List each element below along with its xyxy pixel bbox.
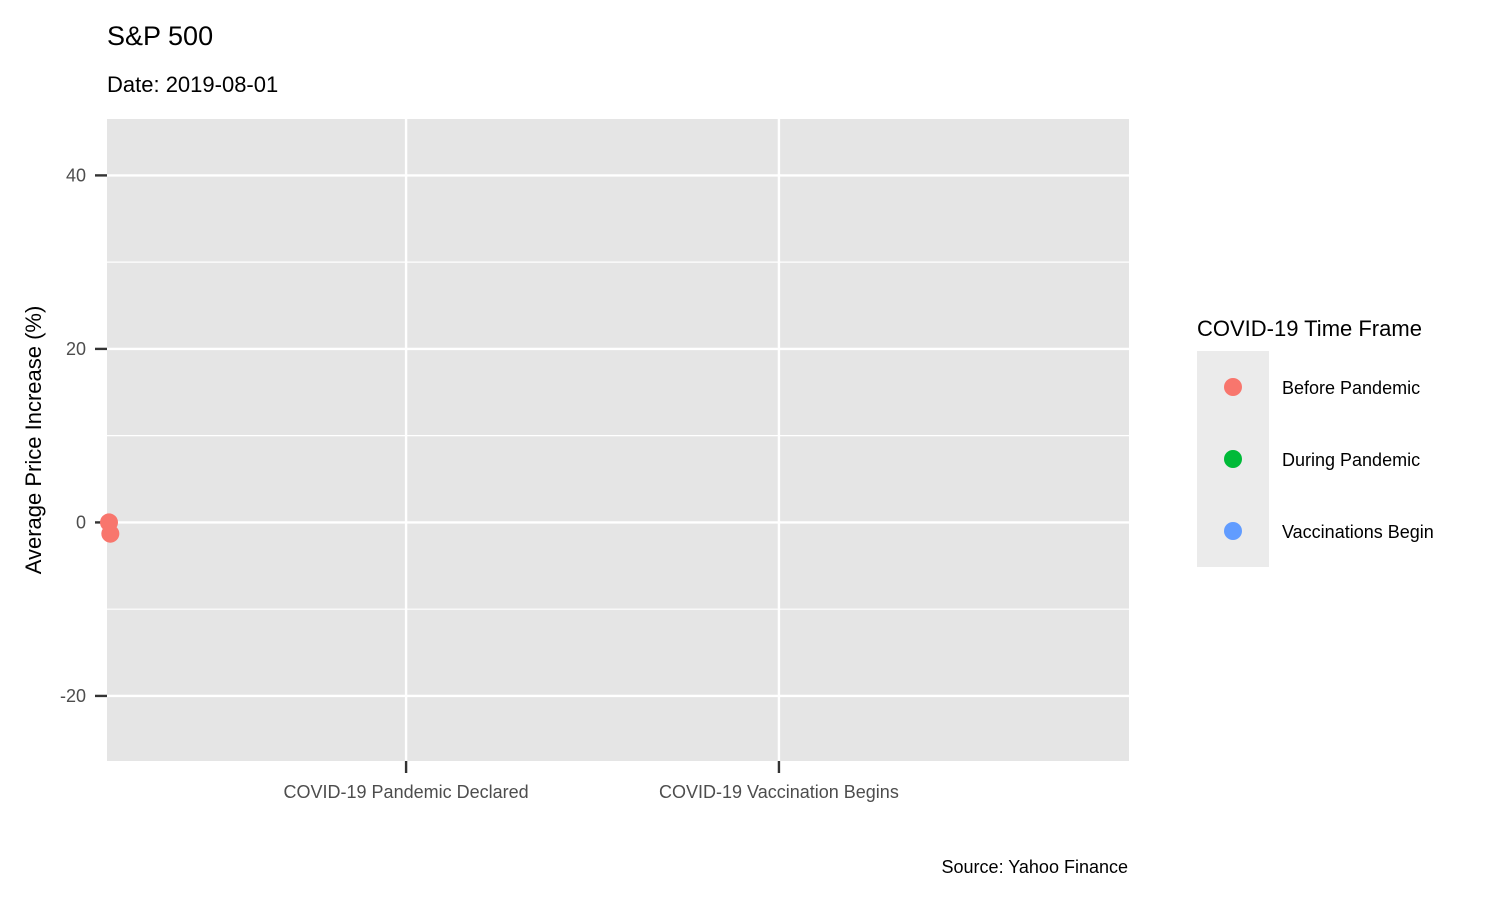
data-points — [100, 513, 120, 543]
y-tick-label: -20 — [60, 686, 86, 706]
plot-panel — [107, 119, 1129, 761]
legend-key-vaccinations-begin — [1224, 522, 1242, 540]
legend-key-before-pandemic — [1224, 378, 1242, 396]
x-axis: COVID-19 Pandemic Declared COVID-19 Vacci… — [284, 761, 899, 802]
chart-title: S&P 500 — [107, 21, 213, 51]
legend-label-before-pandemic: Before Pandemic — [1282, 378, 1420, 398]
grid-minor — [107, 261, 1129, 610]
grid-major — [107, 119, 1129, 761]
y-tick-label: 40 — [66, 165, 86, 185]
legend-label-during-pandemic: During Pandemic — [1282, 450, 1420, 470]
legend: COVID-19 Time Frame Before Pandemic Duri… — [1197, 316, 1434, 567]
y-axis-title: Average Price Increase (%) — [21, 306, 46, 575]
y-axis: -20 0 20 40 — [60, 165, 107, 706]
x-tick-label: COVID-19 Pandemic Declared — [284, 782, 529, 802]
legend-title: COVID-19 Time Frame — [1197, 316, 1422, 341]
chart-subtitle: Date: 2019-08-01 — [107, 72, 278, 97]
y-tick-label: 0 — [76, 512, 86, 532]
legend-key-during-pandemic — [1224, 450, 1242, 468]
caption: Source: Yahoo Finance — [942, 857, 1128, 877]
y-tick-label: 20 — [66, 339, 86, 359]
legend-label-vaccinations-begin: Vaccinations Begin — [1282, 522, 1434, 542]
data-point — [101, 524, 120, 543]
x-tick-label: COVID-19 Vaccination Begins — [659, 782, 899, 802]
